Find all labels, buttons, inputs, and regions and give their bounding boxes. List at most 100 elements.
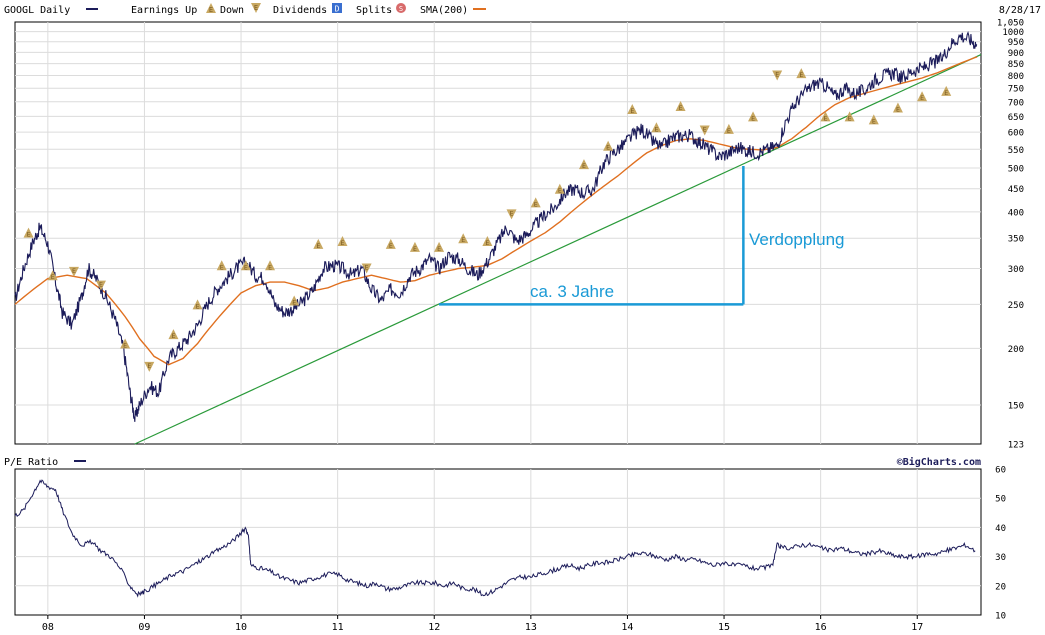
earnings-marker-shape (723, 123, 734, 134)
earnings-up-marker: E (627, 103, 638, 115)
earnings-marker-letter: E (920, 94, 924, 102)
legend-sma-label: SMA(200) (420, 5, 468, 16)
price-tick-label: 850 (1008, 60, 1024, 70)
earnings-marker-letter: E (751, 114, 755, 122)
earnings-marker-letter: E (123, 341, 127, 349)
earnings-marker-shape (68, 266, 79, 277)
earnings-down-marker: E (772, 70, 783, 81)
earnings-up-marker: E (892, 102, 903, 113)
earnings-up-icon: E (206, 3, 216, 14)
price-tick-label: 400 (1008, 208, 1024, 218)
legend-splits-label: Splits (356, 5, 392, 16)
earnings-marker-shape (844, 111, 855, 122)
earnings-up-marker: E (820, 111, 831, 122)
earnings-marker-letter: E (196, 302, 200, 310)
price-y-axis: 123 150 200 250 300 350 400 450 500 550 600 650 700 7… (997, 19, 1024, 451)
earnings-marker-letter: E (848, 114, 852, 122)
earnings-markers: E E E E E E E E E E E E E E E E E E E E E E E E E E E E E E E E E E E E E E E (23, 68, 952, 372)
annotation-duration-label: ca. 3 Jahre (530, 282, 614, 301)
earnings-marker-shape (120, 338, 131, 349)
earnings-marker-letter: E (244, 263, 248, 271)
earnings-up-marker: E (168, 329, 179, 340)
price-tick-label: 150 (1008, 401, 1024, 411)
dividend-icon: D (332, 3, 342, 14)
x-tick-label: 17 (911, 622, 923, 633)
earnings-down-marker: E (361, 263, 372, 274)
earnings-up-marker: E (265, 260, 276, 271)
earnings-marker-shape (337, 236, 348, 247)
earnings-marker-shape (627, 103, 638, 114)
price-tick-label: 300 (1008, 265, 1024, 275)
earnings-marker-shape (192, 299, 203, 310)
x-tick-label: 12 (428, 622, 440, 633)
earnings-up-marker: E (409, 241, 420, 253)
price-line (14, 31, 978, 422)
x-axis: 08 09 10 11 12 13 14 15 16 17 (42, 615, 923, 633)
earnings-up-marker: E (458, 233, 469, 244)
earnings-up-marker: E (385, 238, 396, 250)
earnings-marker-shape (458, 233, 469, 244)
earnings-marker-shape (772, 70, 783, 81)
price-panel: 123 150 200 250 300 350 400 450 500 550 600 650 700 7… (14, 19, 1024, 451)
earnings-marker-shape (796, 68, 807, 79)
price-tick-label: 900 (1008, 49, 1024, 59)
earnings-down-marker: E (68, 266, 79, 277)
earnings-marker-letter: E (389, 242, 393, 250)
earnings-up-marker: E (313, 238, 324, 250)
earnings-up-marker: E (796, 68, 807, 79)
earnings-marker-shape (578, 159, 589, 170)
earnings-marker-shape (506, 209, 517, 220)
earnings-marker-letter: E (27, 231, 31, 239)
earnings-marker-letter: E (654, 125, 658, 133)
earnings-down-marker: E (699, 125, 710, 136)
price-tick-label: 550 (1008, 146, 1024, 156)
price-tick-label: 500 (1008, 165, 1024, 175)
earnings-marker-shape (699, 125, 710, 136)
pe-tick-label: 10 (995, 612, 1006, 622)
earnings-marker-letter: E (824, 114, 828, 122)
earnings-marker-shape (47, 270, 58, 281)
earnings-up-marker: E (554, 183, 565, 195)
x-tick-label: 09 (138, 622, 150, 633)
trendline (134, 53, 982, 445)
earnings-marker-letter: E (341, 239, 345, 247)
price-tick-label: 450 (1008, 185, 1024, 195)
pe-tick-label: 50 (995, 495, 1006, 505)
earnings-up-marker: E (120, 338, 131, 349)
price-tick-label: 800 (1008, 72, 1024, 82)
pe-line (14, 479, 976, 598)
earnings-marker-letter: E (147, 362, 151, 370)
earnings-up-marker: E (216, 260, 227, 271)
earnings-marker-letter: E (485, 239, 489, 247)
earnings-marker-letter: E (582, 162, 586, 170)
earnings-marker-shape (482, 236, 493, 247)
earnings-marker-shape (748, 111, 759, 122)
earnings-marker-shape (651, 122, 662, 133)
earnings-up-marker: E (337, 236, 348, 247)
earnings-marker-letter: E (727, 127, 731, 135)
earnings-marker-shape (409, 241, 420, 252)
earnings-marker-letter: E (461, 236, 465, 244)
earnings-marker-letter: E (316, 242, 320, 250)
earnings-marker-shape (240, 260, 251, 271)
pe-tick-label: 60 (995, 466, 1006, 476)
pe-title: P/E Ratio (4, 457, 58, 468)
earnings-marker-letter: E (51, 273, 55, 281)
price-grid (15, 22, 981, 444)
svg-text:S: S (399, 5, 403, 13)
earnings-up-marker: E (651, 122, 662, 133)
earnings-down-marker: E (95, 280, 106, 291)
earnings-marker-letter: E (606, 144, 610, 152)
earnings-marker-letter: E (896, 105, 900, 113)
earnings-down-marker: E (506, 209, 517, 220)
earnings-marker-letter: E (292, 299, 296, 307)
pe-grid (15, 469, 981, 615)
earnings-marker-letter: E (171, 332, 175, 340)
earnings-marker-letter: E (437, 245, 441, 253)
earnings-marker-shape (95, 280, 106, 291)
legend-earnings-down-label: Down (220, 5, 244, 16)
pe-tick-label: 30 (995, 553, 1006, 563)
trendline-segment (134, 53, 982, 445)
earnings-marker-letter: E (775, 71, 779, 79)
